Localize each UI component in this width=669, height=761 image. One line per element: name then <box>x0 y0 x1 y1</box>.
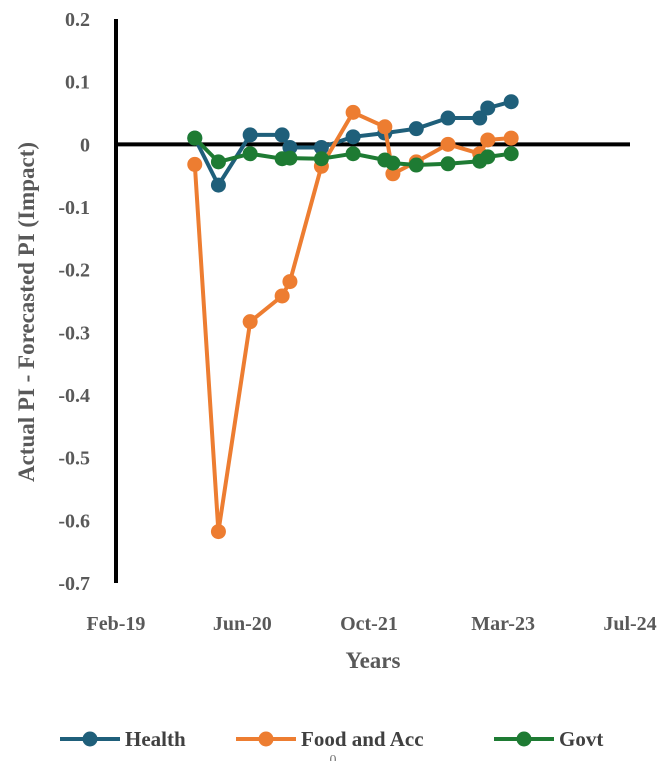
data-point-food-and-acc <box>345 104 361 120</box>
legend-swatch-marker <box>258 731 274 747</box>
series-line-food-and-acc <box>192 110 512 534</box>
legend-item-food-and-acc: Food and Acc <box>236 727 424 751</box>
data-point-health <box>440 110 456 126</box>
data-point-food-and-acc <box>440 136 456 152</box>
y-tick-label: 0 <box>80 134 90 156</box>
data-point-govt <box>408 157 424 173</box>
data-point-govt <box>345 146 361 162</box>
x-axis-ticks: Feb-19 Jun-20 Oct-21 Mar-23 Jul-24 <box>87 613 657 635</box>
x-tick-label: Mar-23 <box>471 613 535 635</box>
data-point-govt <box>385 155 401 171</box>
data-point-health <box>480 100 496 116</box>
series-govt <box>187 130 519 173</box>
y-tick-label: -0.1 <box>58 197 90 219</box>
x-tick-label: Feb-19 <box>87 613 146 635</box>
y-tick-label: 0.1 <box>65 72 90 94</box>
legend-item-govt: Govt <box>494 727 603 751</box>
data-point-health <box>313 139 329 155</box>
y-tick-label: -0.4 <box>58 385 90 407</box>
legend-item-health: Health <box>60 727 186 751</box>
y-tick-label: -0.3 <box>58 322 90 344</box>
y-tick-label: -0.6 <box>58 510 90 532</box>
series-layer <box>187 94 519 540</box>
data-point-govt <box>210 154 226 170</box>
data-point-health <box>503 94 519 110</box>
data-point-govt <box>440 156 456 172</box>
y-tick-label: -0.5 <box>58 448 90 470</box>
x-tick-label: Jun-20 <box>213 613 272 635</box>
legend-swatch-marker <box>82 731 98 747</box>
data-point-food-and-acc <box>242 314 258 330</box>
y-tick-label: -0.7 <box>58 573 90 595</box>
data-point-health <box>274 127 290 143</box>
data-point-food-and-acc <box>187 156 203 172</box>
legend: Health Food and Acc Govt <box>60 727 603 751</box>
y-tick-label: 0.2 <box>65 9 90 31</box>
legend-swatch-marker <box>516 731 532 747</box>
data-point-health <box>408 121 424 137</box>
data-point-food-and-acc <box>274 288 290 304</box>
y-axis-title: Actual PI - Forecasted PI (Impact) <box>14 142 39 482</box>
data-point-govt <box>242 146 258 162</box>
legend-label: Govt <box>559 727 603 751</box>
data-point-health <box>472 110 488 126</box>
data-point-govt <box>282 150 298 166</box>
data-point-food-and-acc <box>503 130 519 146</box>
data-point-food-and-acc <box>282 274 298 290</box>
data-point-health <box>282 139 298 155</box>
y-tick-label: -0.2 <box>58 260 90 282</box>
data-point-food-and-acc <box>210 524 226 540</box>
data-point-health <box>242 127 258 143</box>
x-axis-title: Years <box>346 648 401 673</box>
series-food-and-acc <box>187 104 519 540</box>
data-point-govt <box>187 130 203 146</box>
data-point-food-and-acc <box>480 132 496 148</box>
data-point-govt <box>313 151 329 167</box>
data-point-govt <box>480 149 496 165</box>
data-point-food-and-acc <box>385 166 401 182</box>
data-point-govt <box>503 146 519 162</box>
legend-label: Food and Acc <box>301 727 424 751</box>
data-point-food-and-acc <box>377 119 393 135</box>
x-tick-label: Oct-21 <box>340 613 398 635</box>
y-axis-ticks: -0.7 -0.6 -0.5 -0.4 -0.3 -0.2 -0.1 0 0.1 0.2 <box>58 9 90 595</box>
data-point-health <box>210 177 226 193</box>
x-tick-label: Jul-24 <box>603 613 656 635</box>
series-health <box>187 94 519 193</box>
stray-mark: 0 <box>330 753 337 761</box>
legend-label: Health <box>125 727 186 751</box>
data-point-health <box>345 129 361 145</box>
